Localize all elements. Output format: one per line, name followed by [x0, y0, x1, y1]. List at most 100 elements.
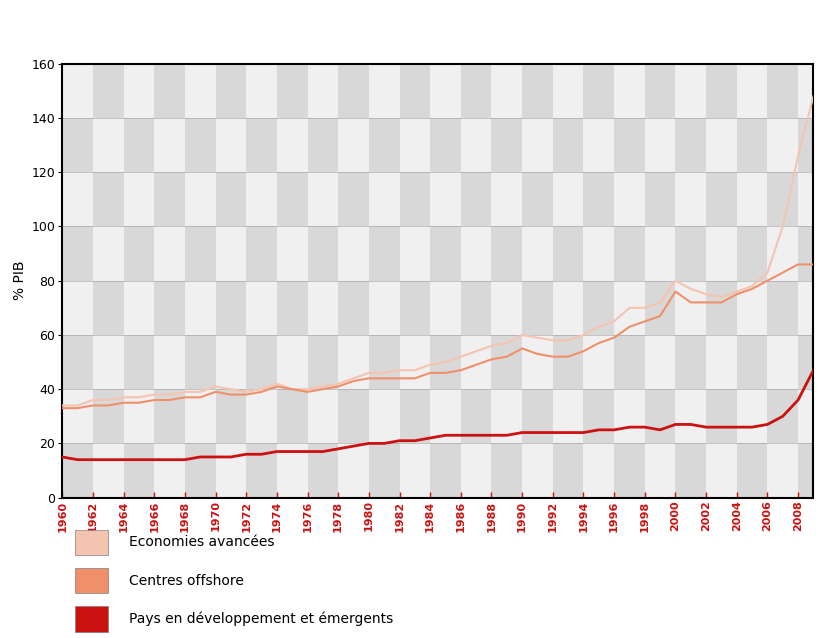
Text: Economies avancées: Economies avancées: [129, 535, 274, 549]
Bar: [614, 281, 645, 335]
Bar: [277, 281, 308, 335]
Bar: [154, 281, 185, 335]
Bar: [522, 118, 553, 172]
Bar: [583, 226, 614, 281]
Bar: [676, 443, 706, 498]
Bar: [491, 172, 522, 226]
Bar: [768, 335, 798, 389]
Bar: [124, 64, 154, 118]
Bar: [583, 118, 614, 172]
Bar: [308, 443, 338, 498]
Bar: [461, 118, 491, 172]
Bar: [583, 443, 614, 498]
Bar: [706, 172, 737, 226]
Bar: [706, 389, 737, 443]
Bar: [185, 118, 216, 172]
Bar: [676, 281, 706, 335]
Bar: [93, 64, 124, 118]
Bar: [522, 443, 553, 498]
Bar: [645, 172, 676, 226]
Bar: [185, 389, 216, 443]
Bar: [338, 226, 369, 281]
Bar: [461, 389, 491, 443]
Bar: [124, 226, 154, 281]
Bar: [645, 389, 676, 443]
Bar: [93, 335, 124, 389]
Bar: [62, 118, 93, 172]
Bar: [185, 443, 216, 498]
Bar: [798, 389, 828, 443]
Bar: [768, 443, 798, 498]
Bar: [583, 64, 614, 118]
Bar: [645, 281, 676, 335]
Bar: [124, 281, 154, 335]
Bar: [798, 64, 828, 118]
Text: Centres offshore: Centres offshore: [129, 574, 243, 588]
Bar: [798, 443, 828, 498]
Bar: [399, 281, 430, 335]
Bar: [553, 389, 583, 443]
Bar: [308, 64, 338, 118]
Bar: [369, 64, 399, 118]
Bar: [430, 281, 461, 335]
Bar: [308, 281, 338, 335]
Bar: [399, 226, 430, 281]
Bar: [461, 172, 491, 226]
Bar: [185, 64, 216, 118]
Bar: [430, 64, 461, 118]
Bar: [216, 172, 247, 226]
Bar: [737, 443, 768, 498]
Bar: [614, 172, 645, 226]
Bar: [798, 118, 828, 172]
Bar: [614, 335, 645, 389]
Bar: [461, 226, 491, 281]
Bar: [706, 281, 737, 335]
Bar: [461, 335, 491, 389]
Bar: [676, 172, 706, 226]
Bar: [308, 335, 338, 389]
Bar: [614, 389, 645, 443]
Bar: [247, 335, 277, 389]
Bar: [216, 389, 247, 443]
Bar: [768, 64, 798, 118]
Bar: [154, 443, 185, 498]
Bar: [614, 443, 645, 498]
Bar: [124, 389, 154, 443]
Bar: [247, 226, 277, 281]
Bar: [706, 118, 737, 172]
Bar: [430, 172, 461, 226]
Bar: [124, 118, 154, 172]
Bar: [676, 335, 706, 389]
Bar: [154, 64, 185, 118]
Bar: [737, 389, 768, 443]
Bar: [676, 64, 706, 118]
Bar: [93, 118, 124, 172]
Bar: [461, 281, 491, 335]
Bar: [369, 389, 399, 443]
Bar: [737, 64, 768, 118]
Bar: [737, 172, 768, 226]
Bar: [308, 118, 338, 172]
Bar: [338, 118, 369, 172]
Bar: [62, 389, 93, 443]
Bar: [93, 281, 124, 335]
Bar: [154, 226, 185, 281]
Bar: [583, 281, 614, 335]
Bar: [93, 172, 124, 226]
Bar: [338, 389, 369, 443]
Bar: [308, 172, 338, 226]
Bar: [154, 389, 185, 443]
Bar: [399, 172, 430, 226]
Bar: [768, 172, 798, 226]
Bar: [645, 335, 676, 389]
Bar: [491, 64, 522, 118]
Bar: [369, 335, 399, 389]
Bar: [614, 118, 645, 172]
Bar: [768, 281, 798, 335]
Bar: [62, 226, 93, 281]
Bar: [553, 443, 583, 498]
Bar: [645, 226, 676, 281]
Bar: [399, 443, 430, 498]
Bar: [247, 389, 277, 443]
Bar: [798, 172, 828, 226]
